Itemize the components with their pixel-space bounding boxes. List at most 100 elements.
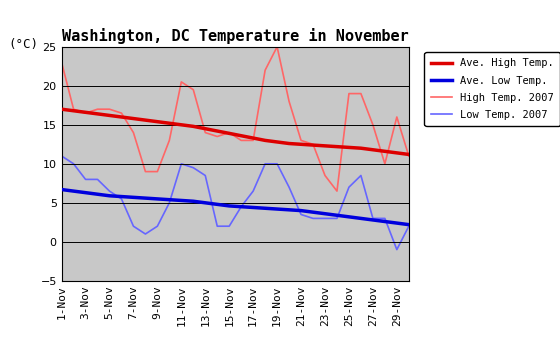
High Temp. 2007: [190, 87, 197, 92]
Low Temp. 2007: [238, 204, 245, 209]
High Temp. 2007: [262, 68, 268, 72]
Ave. Low Temp.: [178, 198, 185, 203]
High Temp. 2007: [346, 91, 352, 96]
Low Temp. 2007: [381, 216, 388, 221]
Ave. Low Temp.: [310, 210, 316, 214]
High Temp. 2007: [250, 138, 256, 143]
Ave. Low Temp.: [58, 187, 65, 192]
Ave. High Temp.: [405, 152, 412, 157]
Low Temp. 2007: [346, 185, 352, 189]
High Temp. 2007: [214, 134, 221, 139]
Ave. High Temp.: [190, 124, 197, 129]
Ave. Low Temp.: [82, 190, 89, 195]
Low Temp. 2007: [70, 162, 77, 166]
Low Temp. 2007: [226, 224, 232, 228]
Ave. Low Temp.: [357, 216, 364, 221]
Ave. Low Temp.: [346, 215, 352, 219]
Ave. High Temp.: [106, 113, 113, 118]
Ave. High Temp.: [202, 126, 209, 131]
High Temp. 2007: [357, 91, 364, 96]
Ave. High Temp.: [357, 146, 364, 150]
Line: Ave. High Temp.: Ave. High Temp.: [62, 109, 409, 154]
Ave. Low Temp.: [142, 196, 149, 200]
Line: Ave. Low Temp.: Ave. Low Temp.: [62, 189, 409, 225]
High Temp. 2007: [310, 142, 316, 147]
Ave. Low Temp.: [202, 201, 209, 205]
High Temp. 2007: [226, 130, 232, 135]
Low Temp. 2007: [166, 201, 172, 205]
Ave. Low Temp.: [130, 195, 137, 199]
Ave. High Temp.: [82, 110, 89, 114]
Ave. Low Temp.: [394, 221, 400, 225]
Ave. High Temp.: [214, 129, 221, 133]
Low Temp. 2007: [334, 216, 340, 221]
High Temp. 2007: [118, 111, 125, 115]
Ave. High Temp.: [250, 136, 256, 140]
High Temp. 2007: [274, 45, 281, 49]
Low Temp. 2007: [142, 232, 149, 236]
Ave. High Temp.: [142, 118, 149, 122]
Low Temp. 2007: [274, 162, 281, 166]
High Temp. 2007: [58, 60, 65, 64]
High Temp. 2007: [405, 154, 412, 158]
Ave. High Temp.: [321, 144, 328, 148]
Ave. Low Temp.: [238, 204, 245, 209]
Ave. High Temp.: [298, 142, 305, 147]
Low Temp. 2007: [178, 162, 185, 166]
Ave. Low Temp.: [370, 218, 376, 222]
Ave. Low Temp.: [106, 194, 113, 198]
High Temp. 2007: [381, 162, 388, 166]
Ave. High Temp.: [178, 123, 185, 127]
Low Temp. 2007: [58, 154, 65, 158]
Low Temp. 2007: [286, 185, 292, 189]
Ave. Low Temp.: [274, 207, 281, 211]
High Temp. 2007: [82, 111, 89, 115]
Ave. High Temp.: [58, 107, 65, 111]
Low Temp. 2007: [357, 173, 364, 177]
Ave. Low Temp.: [118, 194, 125, 199]
Ave. Low Temp.: [286, 208, 292, 212]
Ave. High Temp.: [346, 145, 352, 150]
Ave. High Temp.: [154, 120, 161, 124]
High Temp. 2007: [178, 80, 185, 84]
Title: Washington, DC Temperature in November: Washington, DC Temperature in November: [62, 28, 409, 44]
Low Temp. 2007: [130, 224, 137, 228]
Ave. Low Temp.: [190, 199, 197, 203]
Ave. High Temp.: [118, 115, 125, 119]
Low Temp. 2007: [94, 177, 101, 181]
High Temp. 2007: [334, 189, 340, 193]
Ave. Low Temp.: [298, 208, 305, 213]
Ave. Low Temp.: [321, 212, 328, 216]
Ave. Low Temp.: [262, 206, 268, 210]
Low Temp. 2007: [190, 166, 197, 170]
Ave. High Temp.: [94, 112, 101, 116]
High Temp. 2007: [298, 138, 305, 143]
Low Temp. 2007: [310, 216, 316, 221]
Low Temp. 2007: [370, 216, 376, 221]
Ave. High Temp.: [70, 109, 77, 113]
Low Temp. 2007: [118, 197, 125, 201]
Ave. High Temp.: [334, 144, 340, 149]
Low Temp. 2007: [202, 173, 209, 177]
Ave. High Temp.: [370, 148, 376, 152]
Ave. High Temp.: [274, 140, 281, 144]
Line: Low Temp. 2007: Low Temp. 2007: [62, 156, 409, 249]
Low Temp. 2007: [106, 189, 113, 193]
Ave. High Temp.: [381, 149, 388, 153]
Ave. High Temp.: [238, 134, 245, 138]
High Temp. 2007: [130, 130, 137, 135]
Low Temp. 2007: [394, 247, 400, 252]
Ave. High Temp.: [310, 143, 316, 147]
Ave. Low Temp.: [250, 205, 256, 210]
Low Temp. 2007: [250, 189, 256, 193]
Low Temp. 2007: [298, 212, 305, 217]
Ave. High Temp.: [262, 138, 268, 143]
Low Temp. 2007: [321, 216, 328, 221]
Ave. High Temp.: [394, 151, 400, 155]
Legend: Ave. High Temp., Ave. Low Temp., High Temp. 2007, Low Temp. 2007: Ave. High Temp., Ave. Low Temp., High Te…: [424, 52, 560, 126]
High Temp. 2007: [321, 173, 328, 177]
High Temp. 2007: [166, 138, 172, 143]
Ave. Low Temp.: [70, 189, 77, 193]
Ave. High Temp.: [130, 116, 137, 121]
Low Temp. 2007: [154, 224, 161, 228]
